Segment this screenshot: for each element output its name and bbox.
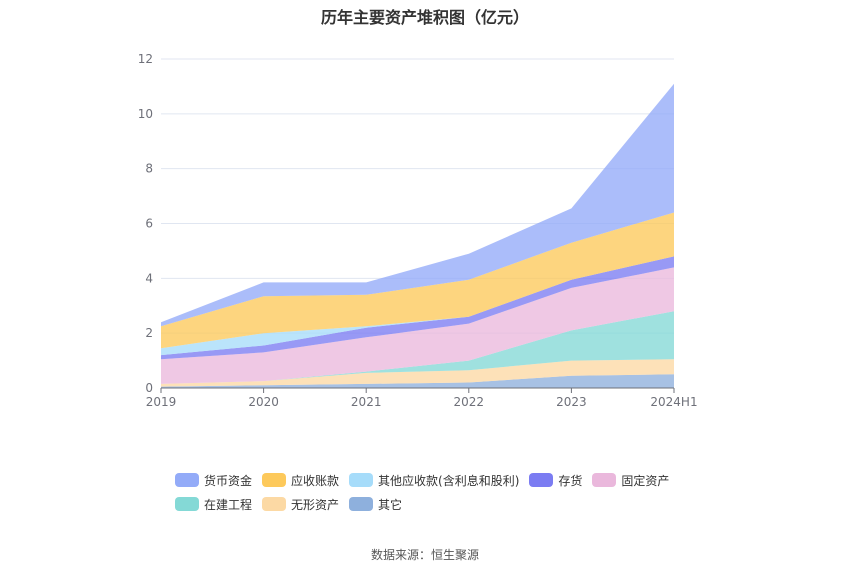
x-tick-label: 2024H1 <box>650 395 697 409</box>
x-tick-label: 2019 <box>146 395 177 409</box>
legend-swatch <box>175 497 199 511</box>
area-series-应收账款[interactable] <box>161 212 674 349</box>
legend-label: 在建工程 <box>204 497 253 512</box>
legend-item[interactable]: 应收账款 <box>262 472 339 488</box>
legend-label: 货币资金 <box>204 473 253 488</box>
legend-label: 固定资产 <box>621 473 670 488</box>
legend-item[interactable]: 在建工程 <box>175 496 252 512</box>
y-tick-label: 8 <box>145 162 153 176</box>
chart-title: 历年主要资产堆积图（亿元） <box>320 8 529 27</box>
y-tick-label: 10 <box>138 107 153 121</box>
legend-swatch <box>529 473 554 487</box>
legend-item[interactable]: 无形资产 <box>262 496 339 512</box>
stacked-area-chart: 0 2 4 6 8 10 12 2019 2020 2021 2022 2023 2024H1 <box>138 52 698 409</box>
area-series <box>161 83 674 388</box>
y-tick-label: 2 <box>145 326 153 340</box>
legend-swatch <box>262 473 287 487</box>
x-tick-label: 2023 <box>556 395 587 409</box>
y-tick-label: 4 <box>145 271 153 285</box>
legend-item[interactable]: 其他应收款(含利息和股利) <box>349 472 519 488</box>
legend-item[interactable]: 存货 <box>529 472 582 488</box>
legend-item[interactable]: 货币资金 <box>175 472 252 488</box>
data-source: 数据来源：恒生聚源 <box>370 548 479 562</box>
legend-swatch <box>592 473 617 487</box>
legend-label: 其它 <box>378 497 403 512</box>
legend-label: 存货 <box>558 473 583 488</box>
x-tick-label: 2020 <box>248 395 279 409</box>
area-series-无形资产[interactable] <box>161 359 674 387</box>
legend-swatch <box>349 497 374 511</box>
axes: 0 2 4 6 8 10 12 2019 2020 2021 2022 2023 2024H1 <box>138 52 698 409</box>
legend-item[interactable]: 其它 <box>349 496 402 512</box>
legend-swatch <box>262 497 287 511</box>
legend-label: 应收账款 <box>291 473 340 488</box>
legend-item[interactable]: 固定资产 <box>592 472 669 488</box>
y-tick-label: 0 <box>145 381 153 395</box>
legend-swatch <box>349 473 374 487</box>
y-tick-label: 6 <box>145 217 153 231</box>
x-tick-label: 2022 <box>454 395 485 409</box>
legend-label: 无形资产 <box>291 497 340 512</box>
area-series-货币资金[interactable] <box>161 83 674 327</box>
area-series-固定资产[interactable] <box>161 267 674 384</box>
area-series-其他应收款(含利息和股利)[interactable] <box>161 256 674 356</box>
area-series-其它[interactable] <box>161 374 674 388</box>
chart-legend: 货币资金 应收账款 其他应收款(含利息和股利) 存货 固定资产在建工程 无形资产 其它 <box>175 472 715 512</box>
area-series-在建工程[interactable] <box>161 311 674 384</box>
x-tick-label: 2021 <box>351 395 382 409</box>
legend-swatch <box>175 473 199 487</box>
legend-label: 其他应收款(含利息和股利) <box>378 473 520 488</box>
y-tick-label: 12 <box>138 52 153 66</box>
